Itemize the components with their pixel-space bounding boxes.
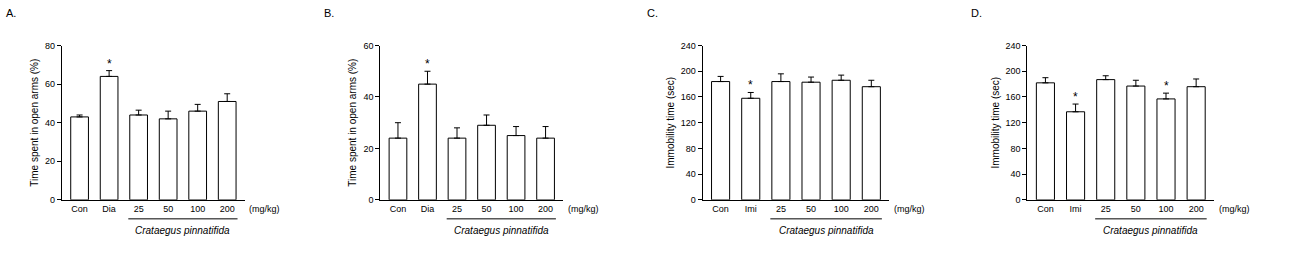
svg-text:Crataegus pinnatifida: Crataegus pinnatifida — [779, 225, 874, 236]
svg-text:80: 80 — [45, 41, 55, 51]
svg-text:40: 40 — [45, 118, 55, 128]
svg-text:200: 200 — [864, 204, 879, 214]
svg-text:60: 60 — [45, 79, 55, 89]
svg-text:*: * — [1073, 90, 1078, 104]
svg-text:D.: D. — [971, 7, 982, 19]
svg-text:A.: A. — [6, 7, 16, 19]
svg-text:*: * — [1164, 79, 1169, 93]
svg-text:120: 120 — [1006, 118, 1021, 128]
svg-text:Con: Con — [712, 204, 729, 214]
svg-text:Con: Con — [390, 204, 407, 214]
svg-text:100: 100 — [509, 204, 524, 214]
svg-text:0: 0 — [368, 195, 373, 205]
svg-text:25: 25 — [776, 204, 786, 214]
svg-text:B.: B. — [324, 7, 334, 19]
svg-text:Dia: Dia — [102, 204, 116, 214]
svg-text:*: * — [107, 57, 112, 71]
svg-text:Imi: Imi — [1070, 204, 1082, 214]
svg-text:(mg/kg): (mg/kg) — [249, 204, 280, 214]
svg-text:240: 240 — [1006, 41, 1021, 51]
svg-text:Dia: Dia — [421, 204, 435, 214]
svg-text:40: 40 — [686, 169, 696, 179]
svg-text:0: 0 — [1016, 195, 1021, 205]
svg-text:200: 200 — [1006, 66, 1021, 76]
svg-text:200: 200 — [220, 204, 235, 214]
svg-text:*: * — [425, 57, 430, 71]
svg-text:25: 25 — [134, 204, 144, 214]
svg-text:Crataegus pinnatifida: Crataegus pinnatifida — [1103, 225, 1198, 236]
svg-text:100: 100 — [834, 204, 849, 214]
svg-text:50: 50 — [163, 204, 173, 214]
svg-text:40: 40 — [1011, 169, 1021, 179]
svg-text:0: 0 — [50, 195, 55, 205]
svg-text:200: 200 — [538, 204, 553, 214]
svg-text:40: 40 — [363, 92, 373, 102]
svg-text:Crataegus pinnatifida: Crataegus pinnatifida — [135, 225, 230, 236]
svg-text:*: * — [748, 78, 753, 92]
svg-text:Con: Con — [1037, 204, 1054, 214]
svg-text:50: 50 — [482, 204, 492, 214]
svg-text:Con: Con — [71, 204, 88, 214]
svg-text:20: 20 — [45, 156, 55, 166]
svg-text:0: 0 — [691, 195, 696, 205]
svg-text:Imi: Imi — [745, 204, 757, 214]
svg-text:120: 120 — [681, 118, 696, 128]
svg-text:Time spent in open arms (%): Time spent in open arms (%) — [29, 59, 40, 187]
svg-text:50: 50 — [1131, 204, 1141, 214]
svg-text:25: 25 — [452, 204, 462, 214]
svg-text:160: 160 — [1006, 92, 1021, 102]
svg-text:20: 20 — [363, 144, 373, 154]
svg-text:C.: C. — [647, 7, 658, 19]
svg-text:80: 80 — [686, 144, 696, 154]
svg-text:160: 160 — [681, 92, 696, 102]
svg-text:(mg/kg): (mg/kg) — [568, 204, 599, 214]
svg-text:25: 25 — [1101, 204, 1111, 214]
svg-text:80: 80 — [1011, 144, 1021, 154]
svg-text:Immobility time (sec): Immobility time (sec) — [990, 77, 1001, 169]
svg-text:50: 50 — [806, 204, 816, 214]
svg-text:200: 200 — [1189, 204, 1204, 214]
svg-text:240: 240 — [681, 41, 696, 51]
svg-text:60: 60 — [363, 41, 373, 51]
svg-text:Immobility time (sec): Immobility time (sec) — [665, 77, 676, 169]
svg-text:100: 100 — [1158, 204, 1173, 214]
svg-text:(mg/kg): (mg/kg) — [894, 204, 925, 214]
svg-text:Crataegus pinnatifida: Crataegus pinnatifida — [454, 225, 549, 236]
svg-text:100: 100 — [190, 204, 205, 214]
svg-text:200: 200 — [681, 66, 696, 76]
svg-text:(mg/kg): (mg/kg) — [1219, 204, 1250, 214]
svg-text:Time spent in open arms (%): Time spent in open arms (%) — [347, 59, 358, 187]
